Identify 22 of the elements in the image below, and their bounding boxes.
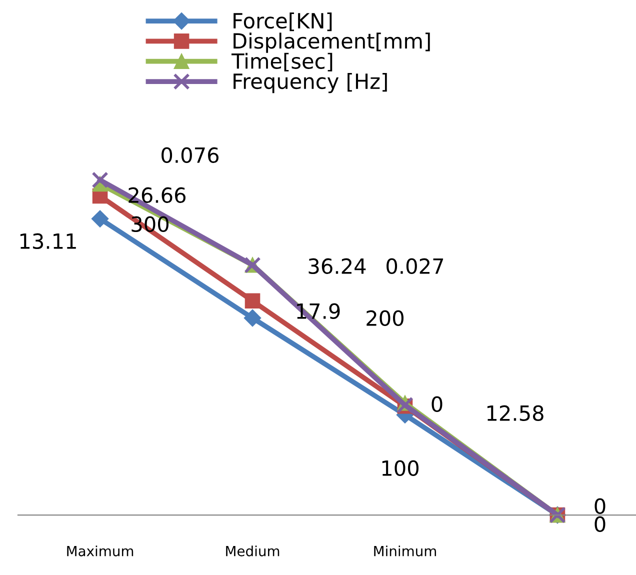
- annotation: 0: [432, 396, 442, 412]
- annotation: 26.66: [128, 187, 186, 204]
- legend-label: Time[sec]: [231, 52, 332, 72]
- point: [91, 210, 109, 228]
- annotation: 0: [594, 498, 606, 514]
- x-tick-label: Medium: [226, 546, 280, 556]
- legend-label: Frequency [Hz]: [234, 72, 387, 94]
- legend-label: Force[KN]: [234, 12, 332, 32]
- x-tick-label: Minimum: [374, 546, 436, 556]
- point: [92, 172, 108, 188]
- text: 0.076: [162, 147, 219, 164]
- point: [244, 309, 262, 327]
- text: 0: [594, 516, 606, 532]
- annotation: 13.11: [20, 233, 76, 250]
- point: [244, 293, 260, 309]
- annotation: 12.58: [487, 405, 544, 422]
- annotation: 36.24: [308, 258, 366, 274]
- legend-label: Displacement[mm]: [234, 32, 430, 53]
- annotation: 100: [382, 460, 418, 476]
- annotation: 0.027: [386, 258, 444, 274]
- x-tick-label: Maximum: [67, 546, 134, 556]
- annotation: 200: [366, 310, 404, 326]
